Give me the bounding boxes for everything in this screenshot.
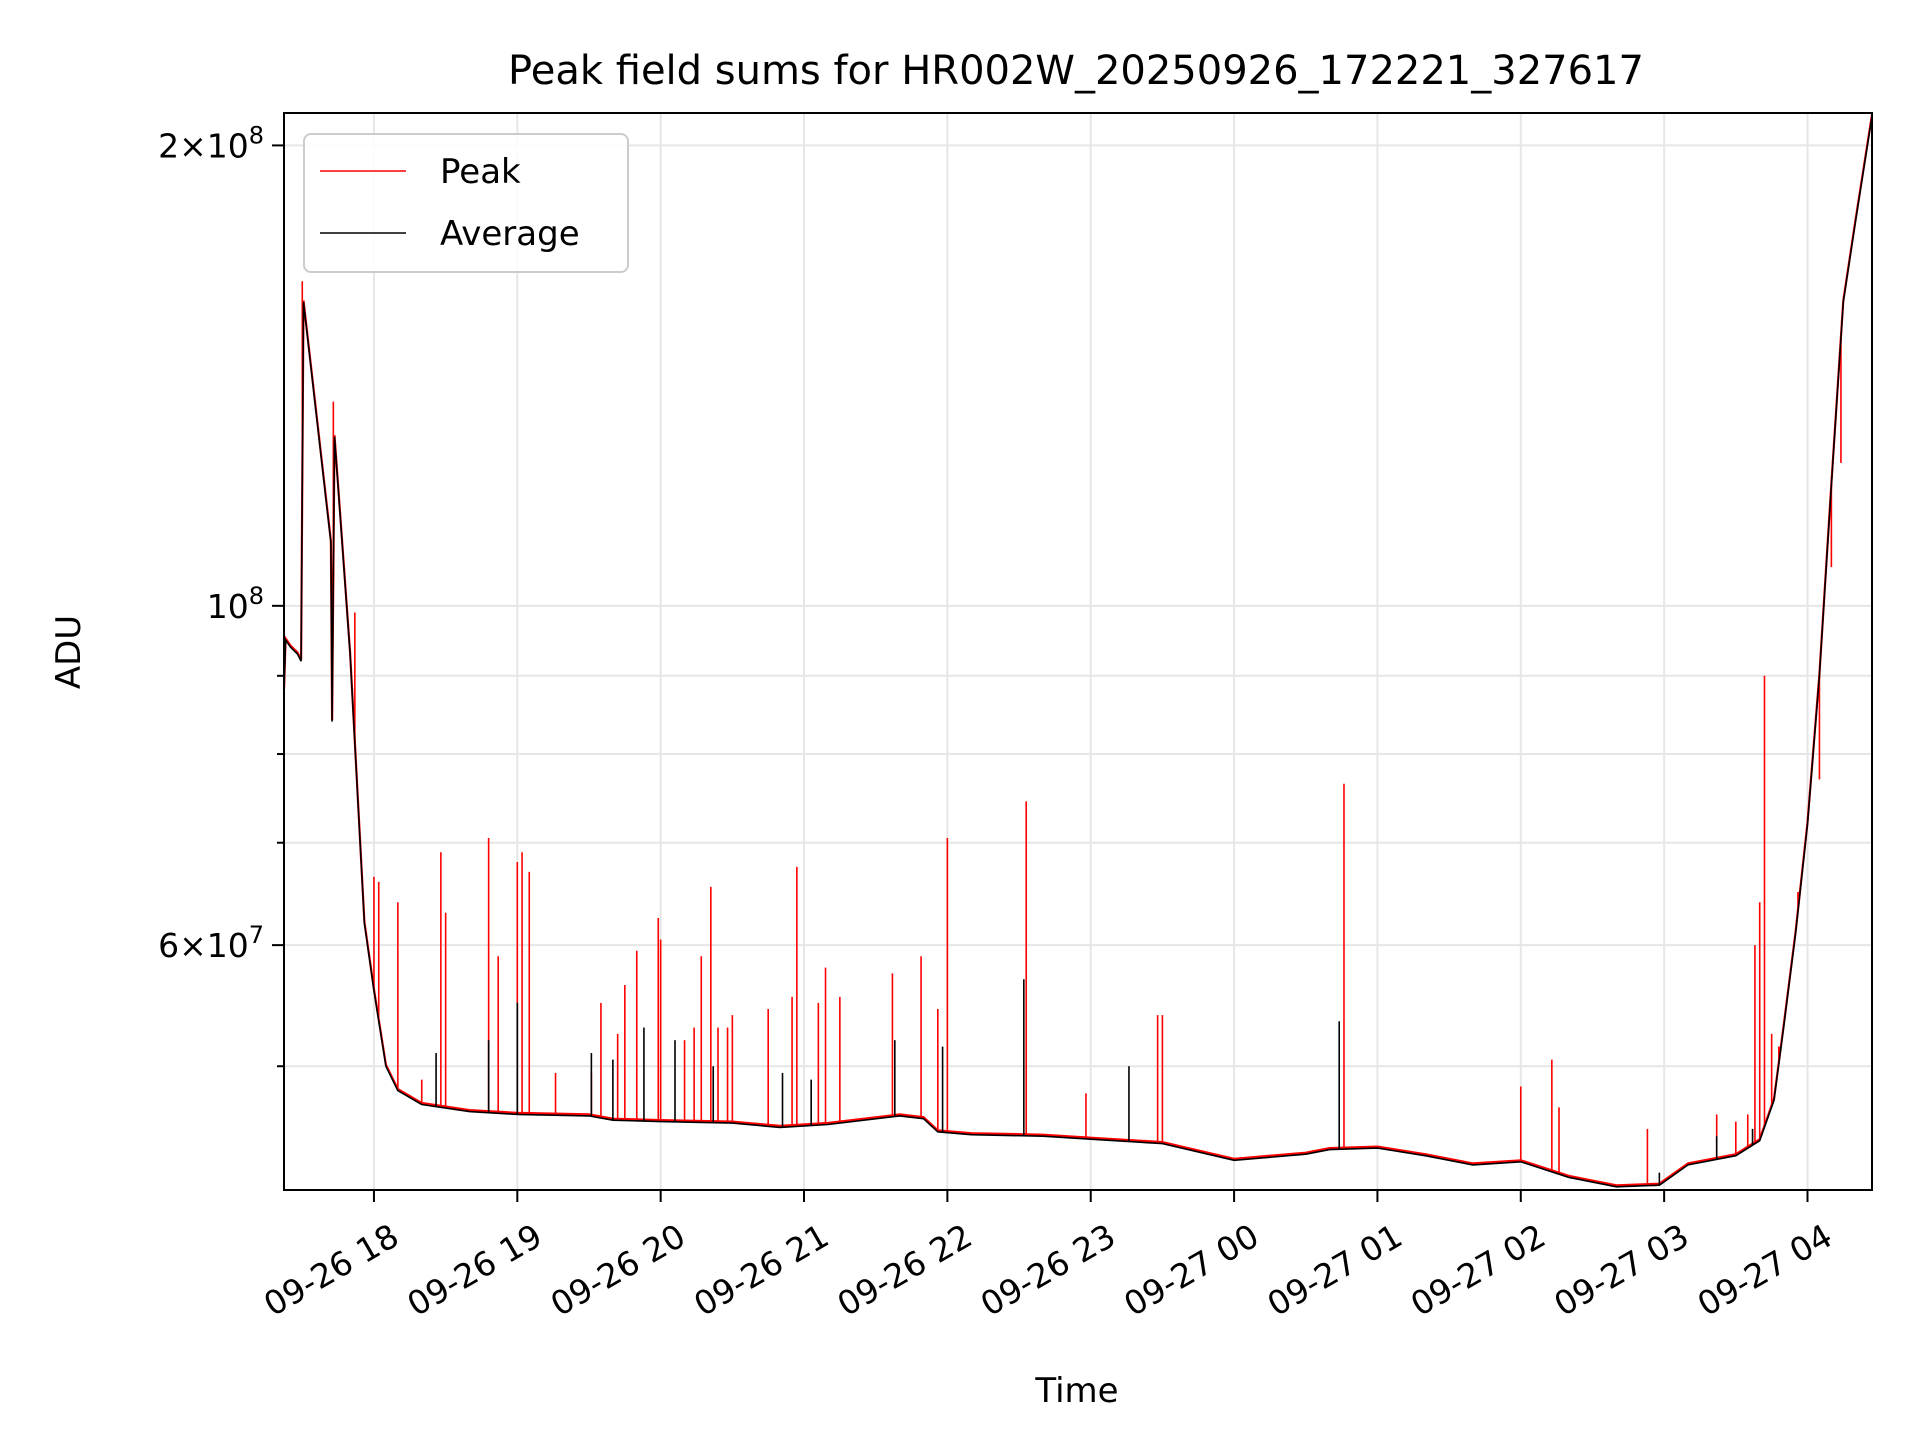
legend: Peak Average: [303, 133, 629, 273]
legend-box: [303, 133, 629, 273]
y-axis-label: ADU: [49, 615, 89, 689]
y-tick-base: 6: [158, 926, 179, 965]
y-tick-label: 108: [207, 582, 264, 626]
axes-frame: [283, 112, 1873, 1191]
y-tick-base: 2: [158, 126, 179, 165]
chart-title: Peak field sums for HR002W_20250926_1722…: [508, 48, 1644, 94]
y-tick-label: 6×107: [158, 921, 264, 965]
y-tick-exponent: 8: [249, 121, 264, 149]
legend-label-average: Average: [440, 214, 580, 254]
x-axis-label: Time: [1034, 1371, 1118, 1411]
y-tick-ten: 10: [207, 587, 249, 626]
series-average-line: [283, 116, 1873, 1188]
y-tick-exponent: 7: [249, 921, 264, 949]
y-tick-times: ×10: [179, 926, 249, 965]
legend-label-peak: Peak: [440, 152, 521, 192]
y-tick-label: 2×108: [158, 121, 264, 165]
y-tick-exponent: 8: [249, 582, 264, 610]
grid: [284, 113, 1872, 1190]
y-tick-times: ×10: [179, 126, 249, 165]
plot-area: [282, 114, 1874, 1188]
